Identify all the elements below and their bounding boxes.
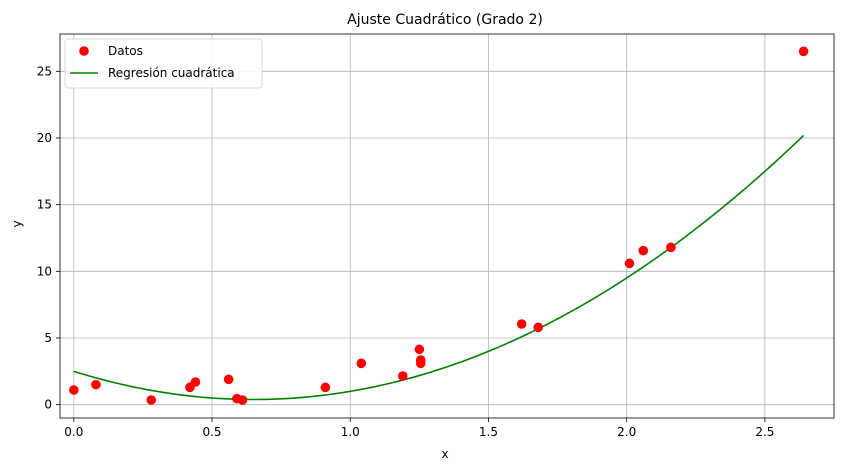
points-layer <box>69 46 809 405</box>
y-tick-label: 10 <box>37 264 52 278</box>
y-tick-label: 20 <box>37 131 52 145</box>
data-point <box>69 385 79 395</box>
y-axis: 0 5 10 15 20 25 <box>37 64 60 412</box>
data-point <box>223 374 234 385</box>
legend-marker-datos <box>79 46 89 56</box>
legend-label: Regresión cuadrática <box>108 66 235 80</box>
x-tick-label: 2.0 <box>617 425 636 439</box>
x-tick-label: 1.5 <box>479 425 498 439</box>
data-point <box>320 382 331 393</box>
data-point <box>638 245 649 256</box>
legend: Datos Regresión cuadrática <box>64 38 263 89</box>
regression-layer <box>73 134 805 401</box>
data-point <box>397 371 408 381</box>
y-tick-label: 5 <box>44 331 52 345</box>
y-tick-label: 0 <box>44 398 52 412</box>
data-point <box>190 377 201 387</box>
y-tick-label: 25 <box>37 64 52 78</box>
chart-title: Ajuste Cuadrático (Grado 2) <box>347 12 543 28</box>
data-point <box>91 379 101 390</box>
data-point <box>415 358 426 369</box>
x-tick-label: 0.0 <box>64 425 83 439</box>
x-axis: 0.0 0.5 1.0 1.5 2.0 2.5 <box>64 418 774 439</box>
x-axis-label: x <box>441 447 448 461</box>
data-point <box>533 322 544 333</box>
data-point <box>414 344 425 355</box>
x-tick-label: 0.5 <box>202 425 221 439</box>
y-axis-label: y <box>10 220 24 227</box>
y-tick-label: 15 <box>37 198 52 212</box>
data-point <box>516 319 527 329</box>
legend-box <box>64 38 263 89</box>
regression-line <box>73 134 805 401</box>
plot-frame <box>59 33 835 419</box>
legend-label: Datos <box>108 44 143 58</box>
data-point <box>666 242 676 253</box>
x-tick-label: 2.5 <box>755 425 774 439</box>
data-point <box>237 395 248 405</box>
x-tick-label: 1.0 <box>341 425 360 439</box>
data-point <box>146 395 157 405</box>
data-point <box>798 46 809 57</box>
grid <box>60 34 834 418</box>
data-point <box>356 358 367 369</box>
data-point <box>624 258 635 269</box>
